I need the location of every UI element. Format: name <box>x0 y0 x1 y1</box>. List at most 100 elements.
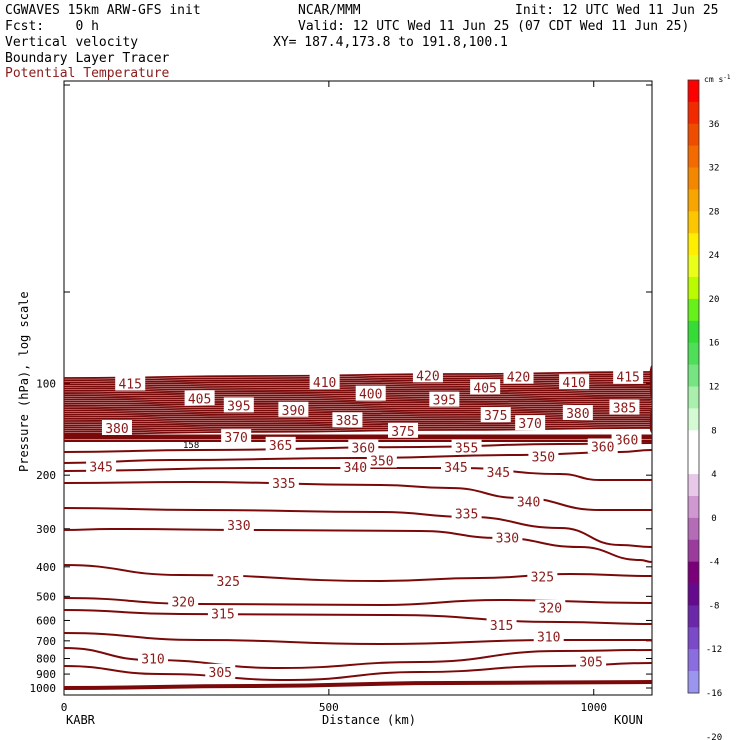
theta-label: 345 <box>487 466 510 481</box>
theta-label: 330 <box>496 531 519 546</box>
theta-label: 310 <box>141 652 164 667</box>
theta-label: 370 <box>518 417 541 432</box>
colorbar-swatch <box>688 517 699 541</box>
theta-contour <box>63 632 652 646</box>
colorbar-label: -20 <box>706 733 722 740</box>
theta-label-bg <box>486 616 517 632</box>
theta-label: 375 <box>391 425 414 440</box>
theta-label-bg <box>470 379 501 395</box>
colorbar-swatch <box>688 539 699 562</box>
theta-label-bg <box>268 474 299 490</box>
theta-label: 385 <box>336 414 359 429</box>
theta-contour <box>63 403 652 412</box>
theta-label-bg <box>480 407 511 423</box>
colorbar-label: 8 <box>711 426 716 436</box>
theta-contour <box>63 662 653 682</box>
theta-label-bg <box>533 628 564 644</box>
colorbar: 36 32 28 24 20 16 12 8 4 0 -4 -8 -12 -16 -20 <box>687 79 722 740</box>
theta-label-bg <box>265 436 296 452</box>
colorbar-label: 12 <box>709 383 720 393</box>
theta-label-bg <box>412 367 443 383</box>
x-axis-title: Distance (km) <box>322 713 416 727</box>
theta-label-bg <box>205 663 236 679</box>
theta-label: 315 <box>490 619 513 634</box>
colorbar-swatch <box>688 167 699 190</box>
theta-contour <box>63 382 653 394</box>
theta-label: 320 <box>539 602 562 617</box>
colorbar-swatch <box>688 627 699 650</box>
colorbar-swatch <box>688 364 699 387</box>
theta-contour <box>63 370 653 384</box>
colorbar-label: 36 <box>709 120 720 130</box>
theta-label: 315 <box>211 608 234 623</box>
colorbar-label: 16 <box>709 339 720 349</box>
theta-label: 415 <box>616 371 639 386</box>
theta-label-bg <box>184 390 215 406</box>
colorbar-swatch <box>688 80 699 103</box>
theta-label: 340 <box>344 461 367 476</box>
theta-label-bg <box>223 397 254 413</box>
theta-label: 390 <box>282 404 305 419</box>
colorbar-swatch <box>688 123 699 146</box>
theta-label-bg <box>101 419 132 435</box>
colorbar-swatch <box>688 386 699 409</box>
theta-label-bg <box>451 505 482 521</box>
theta-label: 375 <box>484 409 507 424</box>
theta-label-bg <box>515 415 546 431</box>
colorbar-swatch <box>688 145 699 168</box>
theta-label-bg <box>562 405 593 421</box>
theta-label-bg <box>137 650 168 666</box>
theta-contour <box>63 414 653 422</box>
colorbar-swatch <box>688 233 699 256</box>
theta-label: 350 <box>370 454 393 469</box>
colorbar-swatch <box>688 495 699 519</box>
theta-contour <box>63 609 653 625</box>
theta-contour <box>63 680 653 690</box>
field-vertical-velocity: Vertical velocity <box>5 35 139 50</box>
theta-label: 335 <box>455 507 478 522</box>
theta-label: 380 <box>105 422 128 437</box>
colorbar-swatch <box>688 474 699 497</box>
theta-contour <box>63 380 653 392</box>
theta-contour <box>63 398 653 407</box>
theta-label: 305 <box>209 666 232 681</box>
colorbar-swatch <box>688 583 699 606</box>
theta-label: 395 <box>433 394 456 409</box>
x-tick-label: 1000 <box>580 701 607 714</box>
theta-label: 350 <box>532 451 555 466</box>
colorbar-label: -12 <box>706 645 722 655</box>
theta-label: 400 <box>359 388 382 403</box>
y-tick-label: 400 <box>36 561 56 574</box>
theta-label: 365 <box>269 439 292 454</box>
theta-contour <box>63 393 653 403</box>
colorbar-swatch <box>688 452 699 475</box>
theta-contour <box>63 405 653 414</box>
x-tick-label: 500 <box>319 701 339 714</box>
colorbar-swatch <box>688 298 699 322</box>
y-tick-label: 1000 <box>30 682 57 695</box>
theta-contour <box>63 395 653 405</box>
theta-label-bg <box>528 448 559 464</box>
theta-label: 310 <box>537 631 560 646</box>
colorbar-swatch <box>688 189 699 212</box>
theta-contour <box>63 372 653 386</box>
colorbar-swatch <box>688 649 699 672</box>
colorbar-swatch <box>688 320 699 344</box>
theta-label-bg <box>576 653 607 669</box>
field-potential-temperature: Potential Temperature <box>5 66 170 81</box>
theta-label: 405 <box>473 381 496 396</box>
colorbar-label: -8 <box>709 601 720 611</box>
theta-contour <box>63 375 653 388</box>
theta-label: 330 <box>227 519 250 534</box>
theta-contour <box>63 390 653 401</box>
theta-label-bg <box>513 493 544 509</box>
theta-label: 405 <box>188 392 211 407</box>
theta-label-bg <box>441 458 471 474</box>
theta-label-bg <box>221 429 252 445</box>
theta-label-bg <box>535 599 566 615</box>
colorbar-swatch <box>688 342 699 365</box>
theta-contour <box>63 449 653 464</box>
theta-label-bg <box>388 422 419 438</box>
colorbar-label: -16 <box>706 689 722 699</box>
theta-label: 325 <box>216 575 239 590</box>
